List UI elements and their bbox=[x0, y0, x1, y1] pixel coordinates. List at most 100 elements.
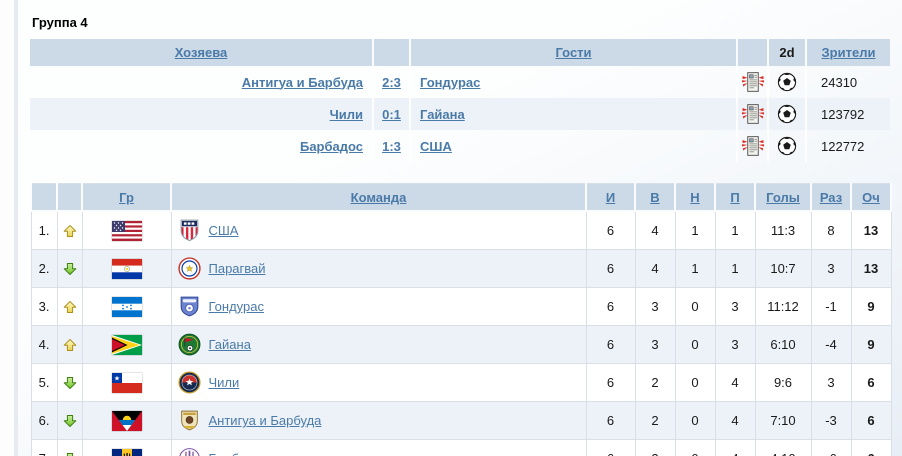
crest-chile bbox=[177, 370, 202, 395]
report-icon[interactable] bbox=[742, 103, 764, 125]
match-score-link[interactable]: 2:3 bbox=[382, 74, 401, 90]
flag-paraguay bbox=[112, 259, 142, 279]
spectators-sort-link[interactable]: Зрители bbox=[821, 45, 876, 60]
losses-value: 3 bbox=[714, 287, 756, 326]
host-team-link[interactable]: Чили bbox=[329, 106, 363, 122]
arrow-down bbox=[63, 414, 77, 428]
draws-value: 0 bbox=[674, 325, 716, 364]
played-value: 6 bbox=[585, 363, 636, 402]
flag-guyana bbox=[112, 335, 142, 355]
rank-header-spacer bbox=[30, 183, 58, 212]
points-value: 6 bbox=[850, 363, 892, 402]
team-link[interactable]: Гайана bbox=[208, 337, 251, 352]
host-team-link[interactable]: Барбадос bbox=[299, 138, 363, 154]
ball-icon[interactable] bbox=[777, 72, 797, 92]
team-link[interactable]: Гондурас bbox=[208, 299, 264, 314]
played-value: 6 bbox=[585, 401, 636, 440]
team-link[interactable]: Антигуа и Барбуда bbox=[208, 413, 322, 428]
points-value: 9 bbox=[850, 287, 892, 326]
diff-value: -4 bbox=[810, 325, 852, 364]
flag-honduras bbox=[112, 297, 142, 317]
played-value: 6 bbox=[585, 325, 636, 364]
rank-number: 4. bbox=[30, 325, 58, 364]
team-link[interactable]: Парагвай bbox=[208, 261, 266, 276]
results-header-row: Хозяева Гости 2d Зрители bbox=[30, 39, 890, 66]
arrow-up bbox=[63, 224, 77, 238]
crest-paraguay bbox=[177, 256, 202, 281]
draws-value: 0 bbox=[674, 439, 716, 456]
points-value: 6 bbox=[850, 401, 892, 440]
diff-value: -6 bbox=[810, 439, 852, 456]
match-row: Чили 0:1 Гайана 123792 bbox=[30, 98, 890, 130]
wins-value: 4 bbox=[634, 210, 676, 250]
trend-header-spacer bbox=[56, 183, 83, 212]
team-sort-link[interactable]: Команда bbox=[350, 189, 407, 205]
arrow-down bbox=[63, 452, 77, 456]
wins-value: 4 bbox=[634, 249, 676, 288]
draws-value: 0 bbox=[674, 363, 716, 402]
wins-value: 3 bbox=[634, 325, 676, 364]
played-sort-link[interactable]: И bbox=[605, 189, 616, 205]
wins-sort-link[interactable]: В bbox=[650, 189, 660, 205]
points-value: 9 bbox=[850, 325, 892, 364]
crest-usa bbox=[177, 218, 202, 243]
standings-row: 3. Гондурас 6 bbox=[30, 287, 892, 326]
group-sort-link[interactable]: Гр bbox=[119, 189, 134, 205]
ball-icon[interactable] bbox=[777, 104, 797, 124]
match-row: Барбадос 1:3 США 122772 bbox=[30, 130, 890, 162]
guest-team-link[interactable]: США bbox=[420, 138, 452, 154]
diff-sort-link[interactable]: Раз bbox=[819, 189, 843, 205]
losses-value: 1 bbox=[714, 249, 756, 288]
match-score-link[interactable]: 0:1 bbox=[382, 106, 401, 122]
draws-value: 1 bbox=[674, 210, 716, 250]
draws-sort-link[interactable]: Н bbox=[690, 189, 700, 205]
flag-chile bbox=[112, 373, 142, 393]
ball-icon[interactable] bbox=[777, 136, 797, 156]
wins-value: 2 bbox=[634, 401, 676, 440]
team-link[interactable]: Чили bbox=[208, 375, 240, 390]
match-row: Антигуа и Барбуда 2:3 Гондурас 24310 bbox=[30, 66, 890, 98]
crest-guyana bbox=[177, 332, 202, 357]
results-table: Хозяева Гости 2d Зрители Антигуа и Барбу… bbox=[30, 39, 890, 162]
hosts-sort-link[interactable]: Хозяева bbox=[174, 45, 228, 60]
guest-team-link[interactable]: Гондурас bbox=[420, 74, 481, 90]
goals-sort-link[interactable]: Голы bbox=[766, 189, 800, 205]
flag-usa bbox=[112, 221, 142, 241]
diff-value: -3 bbox=[810, 401, 852, 440]
goals-value: 6:10 bbox=[754, 325, 812, 364]
draws-value: 0 bbox=[674, 287, 716, 326]
goals-value: 9:6 bbox=[754, 363, 812, 402]
wins-value: 3 bbox=[634, 287, 676, 326]
team-link[interactable]: США bbox=[208, 223, 239, 238]
points-value: 6 bbox=[850, 439, 892, 456]
draws-value: 0 bbox=[674, 401, 716, 440]
guest-team-link[interactable]: Гайана bbox=[420, 106, 465, 122]
standings-header-row: Гр Команда И В Н П Голы Раз Оч bbox=[30, 183, 892, 212]
losses-value: 3 bbox=[714, 325, 756, 364]
spectators-count: 123792 bbox=[806, 98, 890, 130]
rank-number: 2. bbox=[30, 249, 58, 288]
standings-row: 1. США 6 bbox=[30, 210, 892, 250]
wins-value: 2 bbox=[634, 439, 676, 456]
standings-row: 4. Гайана 6 bbox=[30, 325, 892, 364]
standings-table: Гр Команда И В Н П Голы Раз Оч 1. bbox=[30, 183, 892, 456]
guests-sort-link[interactable]: Гости bbox=[555, 45, 592, 60]
report-icon[interactable] bbox=[742, 71, 764, 93]
team-link[interactable]: Барбадос bbox=[209, 451, 268, 456]
match-score-link[interactable]: 1:3 bbox=[382, 138, 401, 154]
crest-barbados bbox=[177, 446, 202, 456]
arrow-up bbox=[63, 338, 77, 352]
report-icon[interactable] bbox=[742, 135, 764, 157]
goals-value: 7:10 bbox=[754, 401, 812, 440]
diff-value: 8 bbox=[810, 210, 852, 250]
played-value: 6 bbox=[585, 249, 636, 288]
score-header-spacer bbox=[373, 39, 411, 66]
host-team-link[interactable]: Антигуа и Барбуда bbox=[241, 74, 363, 90]
draws-value: 1 bbox=[674, 249, 716, 288]
standings-row: 2. Парагвай 6 bbox=[30, 249, 892, 288]
arrow-down bbox=[63, 376, 77, 390]
losses-sort-link[interactable]: П bbox=[730, 189, 740, 205]
spectators-count: 24310 bbox=[821, 74, 858, 90]
points-sort-link[interactable]: Оч bbox=[862, 189, 880, 205]
